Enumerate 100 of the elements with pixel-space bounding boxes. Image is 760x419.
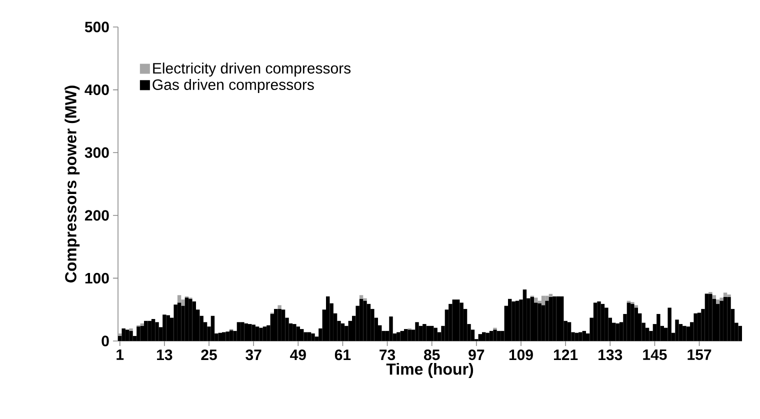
bar	[404, 329, 408, 341]
bar	[434, 328, 438, 341]
x-tick-label: 97	[468, 350, 484, 360]
x-axis-title: Time (hour)	[386, 363, 474, 378]
bar	[222, 332, 226, 341]
bar	[430, 326, 434, 341]
bar	[556, 296, 560, 341]
bar	[278, 308, 282, 341]
bar	[125, 330, 130, 341]
bar	[496, 330, 501, 341]
bar	[418, 326, 423, 341]
bar	[177, 302, 182, 341]
bar	[151, 319, 156, 341]
bar	[363, 298, 367, 301]
x-tick-label: 61	[334, 350, 351, 360]
bar	[720, 298, 724, 301]
bar	[538, 303, 542, 341]
bar	[708, 294, 712, 341]
bar	[144, 320, 148, 341]
bar	[578, 332, 582, 341]
bar	[530, 297, 534, 341]
bar	[218, 332, 222, 341]
x-tick-label: 13	[157, 350, 172, 360]
y-tick-label: 300	[84, 147, 109, 158]
y-tick-label: 100	[85, 272, 109, 284]
bar	[226, 332, 230, 341]
bar	[174, 304, 178, 341]
bar	[304, 332, 308, 341]
x-tick-label: 73	[380, 350, 396, 360]
bar	[359, 298, 364, 341]
bar	[600, 304, 605, 341]
bar	[389, 316, 393, 341]
bar	[240, 322, 244, 341]
bar	[727, 294, 731, 298]
y-tick-label: 200	[84, 210, 109, 221]
bar	[616, 323, 620, 341]
bar	[716, 300, 720, 304]
bar	[694, 313, 698, 341]
bar	[400, 330, 404, 341]
bar	[340, 323, 345, 341]
bar	[408, 330, 412, 341]
bar	[188, 298, 192, 341]
bar	[326, 296, 330, 341]
bar	[697, 312, 702, 341]
bar	[140, 323, 144, 326]
bar	[129, 330, 133, 341]
bar	[415, 322, 419, 341]
bar	[278, 305, 282, 309]
bar	[456, 300, 460, 341]
bar	[296, 326, 300, 341]
y-axis-title: Compressors power (MW)	[64, 86, 80, 282]
bar	[630, 304, 634, 341]
bar	[552, 296, 556, 341]
x-tick-label: 25	[201, 350, 217, 360]
bar	[136, 326, 140, 341]
x-tick-label: 85	[424, 350, 440, 360]
bar	[545, 300, 549, 341]
bar	[712, 295, 716, 299]
y-tick-label: 400	[84, 84, 109, 96]
bar	[574, 332, 579, 341]
x-tick-label: 157	[688, 350, 712, 360]
bar	[129, 328, 133, 331]
bar	[626, 302, 631, 341]
bar	[300, 329, 304, 341]
bar	[682, 326, 686, 341]
x-tick-label: 121	[554, 350, 578, 360]
bar	[478, 334, 482, 341]
bar	[460, 302, 464, 341]
bar	[522, 289, 527, 341]
bar	[162, 314, 166, 341]
bar	[489, 330, 494, 341]
bar	[255, 326, 260, 341]
bar	[508, 298, 512, 341]
bar	[738, 326, 742, 341]
bar	[307, 332, 312, 341]
x-tick-label: 49	[290, 350, 306, 360]
bar	[166, 315, 170, 341]
bar	[281, 310, 286, 341]
bar	[604, 308, 608, 341]
bar	[259, 328, 263, 341]
x-tick-label: 145	[643, 350, 667, 360]
bar	[512, 301, 516, 341]
bar	[452, 300, 456, 341]
bar	[244, 323, 248, 341]
bar	[148, 320, 152, 341]
bar	[541, 296, 546, 306]
y-tick-label: 500	[84, 22, 109, 32]
bar	[262, 326, 267, 341]
bar	[545, 296, 549, 301]
bar	[534, 298, 538, 303]
bar	[486, 332, 490, 341]
bar	[118, 333, 122, 336]
bar	[597, 301, 601, 341]
x-tick-label: 1	[116, 350, 124, 360]
bar	[448, 304, 452, 341]
bar	[493, 330, 497, 341]
bar	[634, 305, 638, 308]
bar	[155, 322, 159, 341]
bar	[567, 322, 572, 341]
bar	[515, 300, 520, 341]
